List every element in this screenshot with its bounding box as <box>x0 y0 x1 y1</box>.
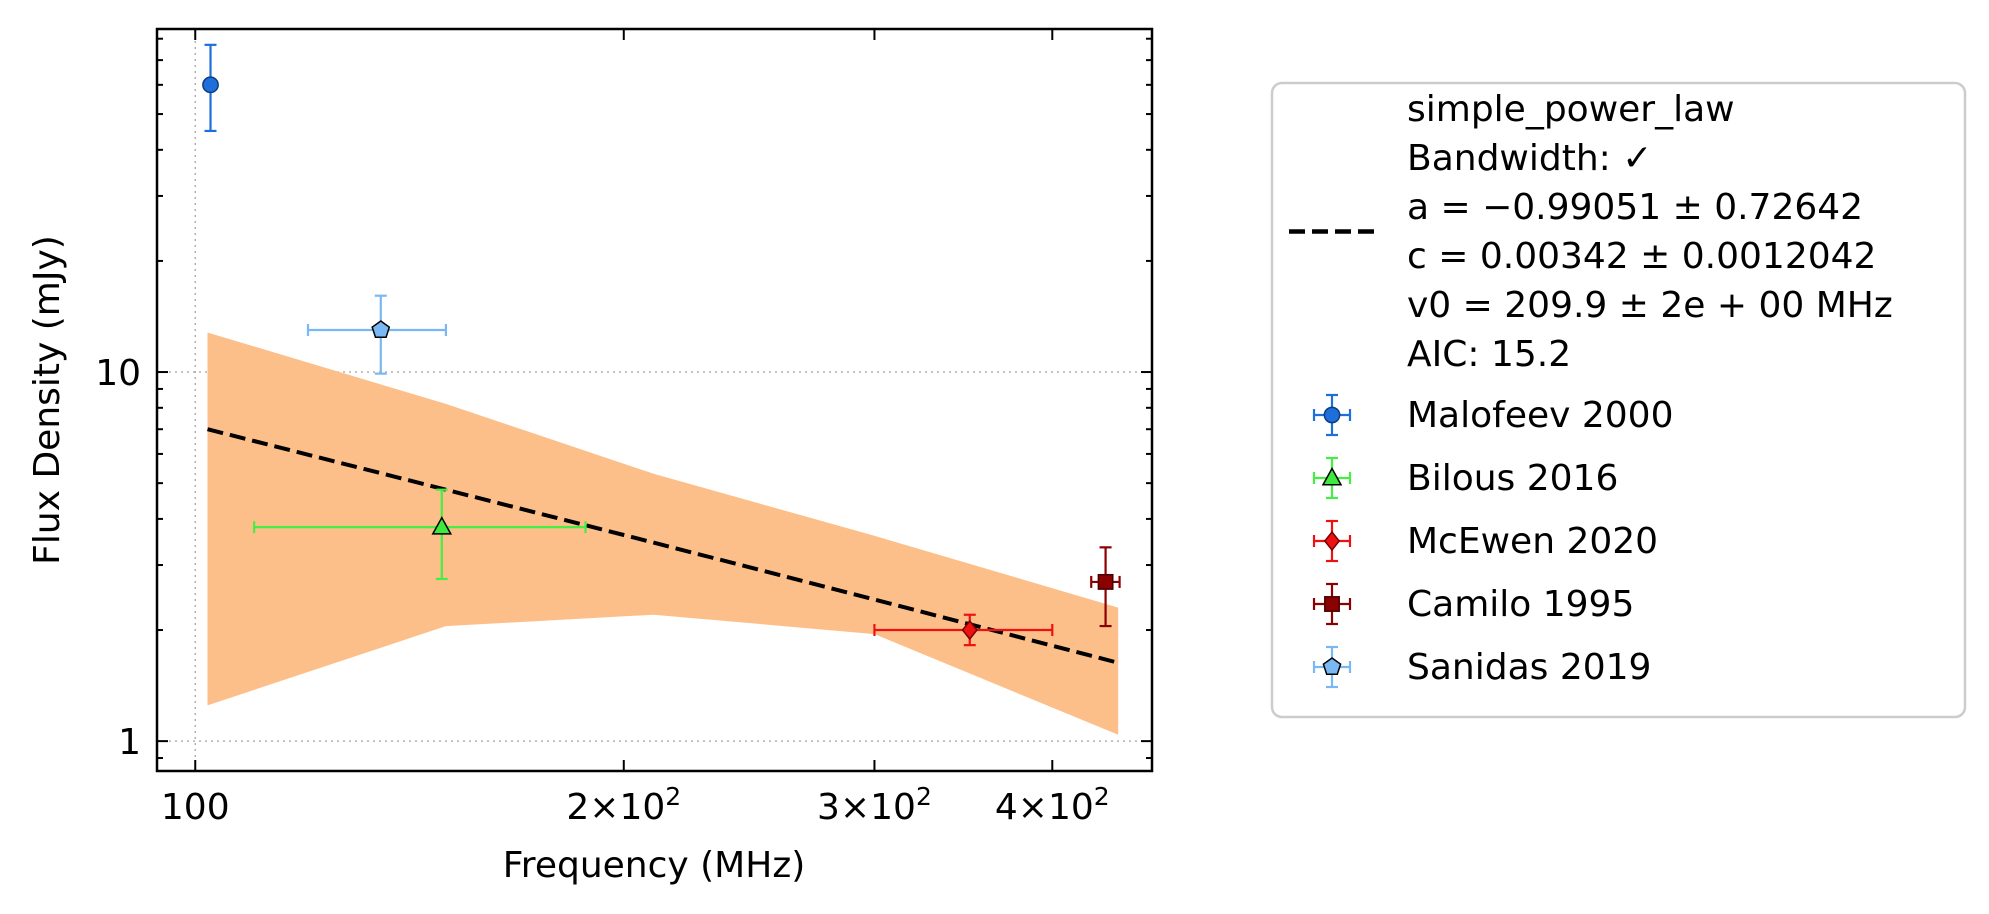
legend-entry-label: Malofeev 2000 <box>1407 395 1673 436</box>
series-mcewen-2020 <box>873 613 1054 647</box>
legend-entry-label: Bilous 2016 <box>1407 458 1618 499</box>
x-tick-label: 100 <box>161 787 230 828</box>
legend-entry: Malofeev 2000 <box>1312 393 1673 437</box>
legend-entry-label: Camilo 1995 <box>1407 584 1634 625</box>
series-sanidas-2019 <box>306 294 448 375</box>
legend-entry: Sanidas 2019 <box>1312 645 1651 689</box>
confidence-band-layer <box>207 332 1119 735</box>
legend: simple_power_law Bandwidth: ✓ a = −0.99051… <box>1270 81 1967 719</box>
legend-entry: Bilous 2016 <box>1312 456 1618 500</box>
data-marker <box>1321 467 1343 486</box>
legend-fit-text-line: AIC: 15.2 <box>1407 334 1571 375</box>
legend-fit-text-line: Bandwidth: ✓ <box>1407 138 1652 179</box>
plot-frame <box>155 27 1154 773</box>
data-marker <box>1324 596 1340 612</box>
legend-fit-text-line: v0 = 209.9 ± 2e + 00 MHz <box>1407 285 1893 326</box>
fit-confidence-band <box>207 332 1119 735</box>
data-marker <box>202 76 219 94</box>
legend-entry-label: Sanidas 2019 <box>1407 647 1651 688</box>
data-marker <box>1097 573 1114 590</box>
legend-fit-text-line: c = 0.00342 ± 0.0012042 <box>1407 236 1876 277</box>
x-tick-label: 4×102 <box>995 782 1110 828</box>
series-camilo-1995 <box>1090 546 1121 628</box>
legend-fit-text-line: simple_power_law <box>1407 89 1735 130</box>
legend-entry-label: McEwen 2020 <box>1407 521 1658 562</box>
series-bilous-2016 <box>253 488 587 581</box>
fit-line-layer <box>207 427 1119 665</box>
ticks-layer: 100 2×102 3×102 4×102 1 10 <box>95 29 1152 828</box>
data-marker <box>961 619 978 641</box>
data-marker <box>431 516 453 535</box>
legend-fit-text-line: a = −0.99051 ± 0.72642 <box>1407 187 1863 228</box>
y-tick-label: 10 <box>95 353 141 394</box>
grid <box>157 29 1152 771</box>
x-tick-label: 2×102 <box>566 782 681 828</box>
data-points-layer <box>202 43 1121 647</box>
legend-entry: McEwen 2020 <box>1312 519 1658 563</box>
x-axis-label: Frequency (MHz) <box>503 845 806 886</box>
data-marker <box>1322 657 1342 676</box>
x-tick-label: 3×102 <box>817 782 932 828</box>
data-marker <box>371 320 391 339</box>
legend-frame <box>1270 81 1967 719</box>
legend-entry: Camilo 1995 <box>1312 582 1634 626</box>
data-marker <box>1323 406 1341 424</box>
fit-line <box>207 427 1119 665</box>
y-tick-label: 1 <box>118 722 141 763</box>
y-axis-label: Flux Density (mJy) <box>27 235 68 565</box>
data-marker <box>1323 530 1341 552</box>
series-malofeev-2000 <box>202 43 219 133</box>
